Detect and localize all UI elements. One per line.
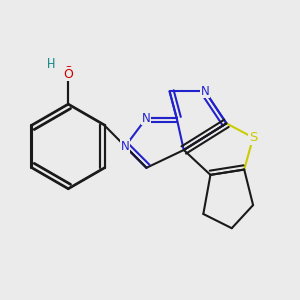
Text: N: N	[201, 85, 209, 98]
Text: H: H	[47, 60, 56, 70]
Text: H: H	[47, 58, 56, 68]
Text: S: S	[249, 131, 257, 144]
Text: O: O	[63, 65, 73, 78]
Text: N: N	[142, 112, 151, 124]
Text: O: O	[63, 68, 73, 81]
Text: N: N	[121, 140, 130, 153]
